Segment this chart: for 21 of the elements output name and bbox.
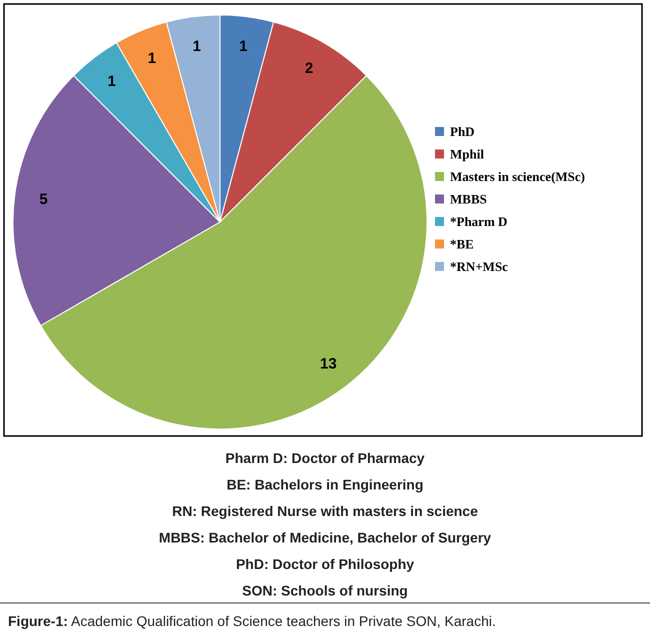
- text: BE: Bachelors in Engineering: [226, 476, 424, 492]
- legend-label: PhD: [450, 124, 475, 139]
- data-label: 2: [304, 60, 314, 78]
- text: PhD: Doctor of Philosophy: [236, 556, 414, 572]
- data-label: 1: [148, 50, 156, 67]
- text: Pharm D: Doctor of Pharmacy: [225, 450, 425, 466]
- data-label: 1: [192, 38, 201, 55]
- legend-label: *BE: [450, 236, 474, 252]
- data-label: 1: [239, 38, 248, 55]
- legend-label: Masters in science(MSc): [450, 169, 586, 184]
- text: SON: Schools of nursing: [242, 582, 408, 598]
- legend-label: *RN+MSc: [450, 259, 508, 274]
- text: RN: Registered Nurse with masters in science: [172, 503, 478, 519]
- legend-label: Mphil: [450, 146, 484, 162]
- legend-label: MBBS: [450, 192, 487, 206]
- text: Figure-1: Academic Qualification of Science teachers in Private SON, Karachi.: [8, 613, 496, 629]
- data-label: 1: [107, 73, 116, 90]
- data-label: 13: [320, 355, 337, 372]
- data-label: 5: [39, 191, 48, 208]
- text: MBBS: Bachelor of Medicine, Bachelor of Surgery: [158, 530, 492, 546]
- legend-label: *Pharm D: [450, 214, 508, 229]
